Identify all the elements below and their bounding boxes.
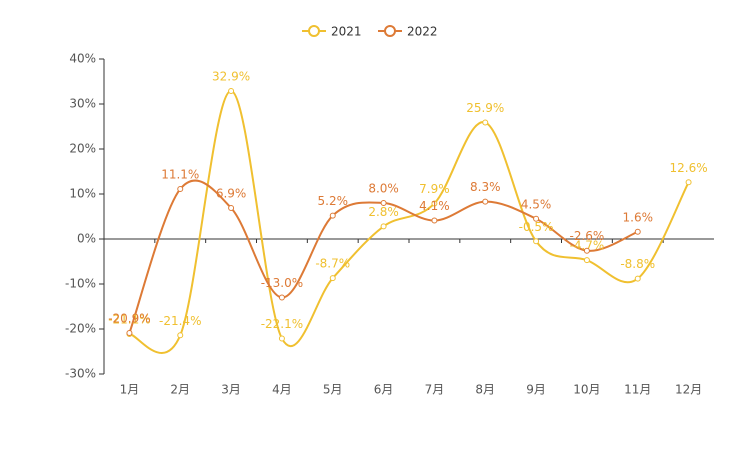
legend-marker: [384, 25, 396, 37]
data-label: 1.6%: [623, 210, 654, 224]
x-tick-label: 3月: [221, 383, 241, 397]
point: [177, 332, 184, 339]
data-label: 6.9%: [216, 186, 247, 200]
point: [380, 200, 387, 206]
point: [685, 179, 692, 186]
y-tick-label: -20%: [65, 322, 96, 336]
y-tick-label: -30%: [65, 367, 96, 381]
y-tick-label: 0%: [77, 232, 96, 246]
point: [634, 228, 641, 235]
data-label: 4.5%: [521, 197, 552, 211]
data-label: -13.0%: [261, 276, 303, 290]
point: [228, 204, 235, 211]
x-tick-label: 10月: [573, 383, 600, 397]
data-label: -2.6%: [570, 229, 605, 243]
x-tick-label: 7月: [425, 383, 445, 397]
y-tick-label: 10%: [69, 187, 96, 201]
data-label: -22.1%: [261, 317, 303, 331]
point: [583, 257, 590, 264]
data-label: -4.7%: [570, 239, 605, 253]
x-tick-label: 12月: [675, 383, 702, 397]
data-label: 5.2%: [318, 194, 349, 208]
point: [533, 238, 540, 245]
x-tick-label: 9月: [526, 383, 546, 397]
point: [482, 119, 489, 126]
legend-label: 2022: [407, 25, 438, 39]
data-label: 8.3%: [470, 180, 501, 194]
point: [431, 200, 438, 207]
point: [278, 335, 285, 342]
x-tick-label: 6月: [374, 383, 394, 397]
point: [177, 186, 184, 193]
data-label: 7.9%: [419, 182, 450, 196]
point: [329, 212, 336, 219]
x-tick-label: 4月: [272, 383, 292, 397]
data-label: 12.6%: [670, 161, 708, 175]
x-tick-label: 5月: [323, 383, 343, 397]
data-label: 25.9%: [466, 101, 504, 115]
data-label: 8.0%: [368, 182, 399, 196]
point: [126, 330, 133, 337]
point: [634, 275, 641, 282]
data-label: 4.1%: [419, 199, 450, 213]
y-tick-label: 20%: [69, 142, 96, 156]
point: [228, 87, 235, 94]
data-label: -8.7%: [315, 257, 350, 271]
data-label: -8.8%: [620, 257, 655, 271]
series-line: [129, 89, 690, 354]
data-label: 2.8%: [368, 205, 399, 219]
data-label: -0.5%: [519, 220, 554, 234]
point: [482, 198, 489, 205]
y-tick-label: -10%: [65, 277, 96, 291]
point: [278, 294, 285, 301]
point: [380, 223, 387, 230]
point: [431, 217, 438, 224]
y-tick-label: 30%: [69, 97, 96, 111]
data-label: -21.4%: [159, 314, 201, 328]
data-label: 11.1%: [161, 168, 199, 182]
x-tick-label: 1月: [120, 383, 140, 397]
y-tick-label: 40%: [69, 52, 96, 66]
point: [583, 247, 590, 254]
point: [329, 275, 336, 282]
legend-label: 2021: [331, 25, 362, 39]
point: [533, 215, 540, 222]
data-label: -20.9%: [108, 312, 150, 326]
data-label: 32.9%: [212, 69, 250, 83]
x-tick-label: 2月: [170, 383, 190, 397]
x-tick-label: 8月: [475, 383, 495, 397]
data-label: -21.1%: [108, 312, 150, 326]
legend-marker: [308, 25, 320, 37]
x-tick-label: 11月: [624, 383, 651, 397]
